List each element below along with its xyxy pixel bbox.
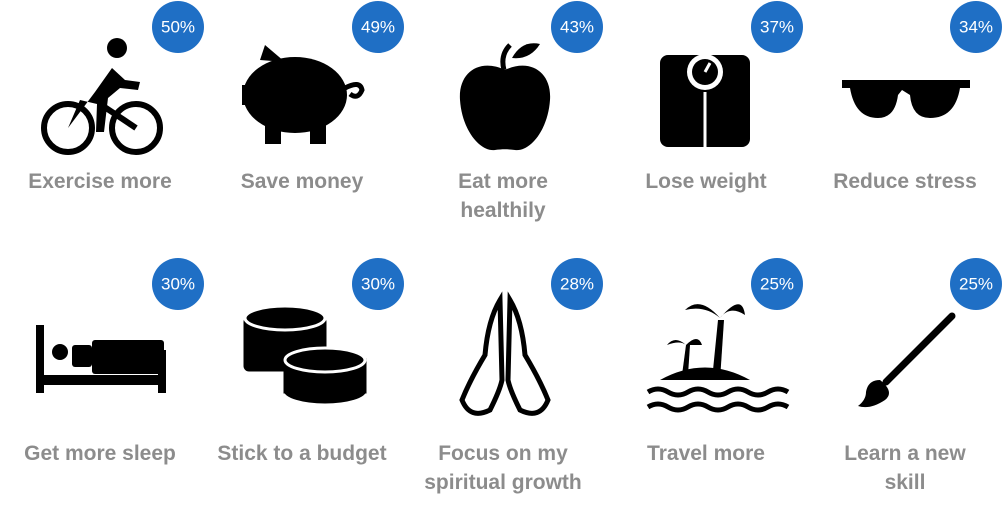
icon-island [646,304,790,413]
percent-label: 34% [959,17,993,36]
percent-label: 37% [760,17,794,36]
item-label: Eat more healthily [458,170,548,222]
label-line: Save money [241,170,364,193]
percent-label: 43% [560,17,594,36]
label-line: Get more sleep [24,442,176,465]
item-label: Stick to a budget [217,442,386,465]
percent-badge [551,258,603,310]
percent-label: 28% [560,274,594,293]
label-line: Lose weight [645,170,766,193]
icon-bed [36,325,166,393]
item: 34% Reduce stress [833,1,1002,193]
item-label: Focus on my spiritual growth [424,442,582,494]
label-line: healthily [460,199,546,222]
item-label: Lose weight [645,170,766,193]
item: 43% Eat more healthily [458,1,603,222]
icon-brush [858,312,956,408]
item-label: Get more sleep [24,442,176,465]
label-line: Focus on my [438,442,568,465]
item-label: Reduce stress [833,170,977,193]
item: 30% Stick to a budget [217,258,404,465]
percent-label: 30% [361,274,395,293]
percent-label: 50% [161,17,195,36]
percent-badge [751,258,803,310]
icon-piggy [242,45,365,144]
percent-label: 25% [760,274,794,293]
percent-badge [751,1,803,53]
percent-badge [352,1,404,53]
item-label: Travel more [647,442,765,465]
item: 28% Focus on my spiritual growth [424,258,603,494]
label-line: Travel more [647,442,765,465]
label-line: skill [885,471,926,494]
percent-badge [551,1,603,53]
percent-label: 49% [361,17,395,36]
icons [36,38,970,416]
item: 30% Get more sleep [24,258,204,465]
percent-badge [152,258,204,310]
percent-badge [950,258,1002,310]
item: 49% Save money [241,1,404,193]
item-label: Save money [241,170,364,193]
label-line: Stick to a budget [217,442,386,465]
label-line: spiritual growth [424,471,582,494]
item-label: Learn a new skill [844,442,966,494]
percent-badge [152,1,204,53]
percent-badge [950,1,1002,53]
icon-hands [459,291,551,416]
item: 50% Exercise more [28,1,204,193]
percent-badge [352,258,404,310]
percent-label: 30% [161,274,195,293]
label-line: Reduce stress [833,170,977,193]
percent-label: 25% [959,274,993,293]
item: 25% Travel more [647,258,803,465]
label-line: Eat more [458,170,548,193]
item: 37% Lose weight [645,1,803,193]
icon-sunglasses [842,80,970,118]
item-label: Exercise more [28,170,172,193]
icon-bike [41,38,163,155]
icon-scale [660,54,750,147]
icon-coins [243,304,367,404]
item: 25% Learn a new skill [844,258,1002,494]
icon-apple [459,43,551,151]
label-line: Learn a new [844,442,966,465]
label-line: Exercise more [28,170,172,193]
